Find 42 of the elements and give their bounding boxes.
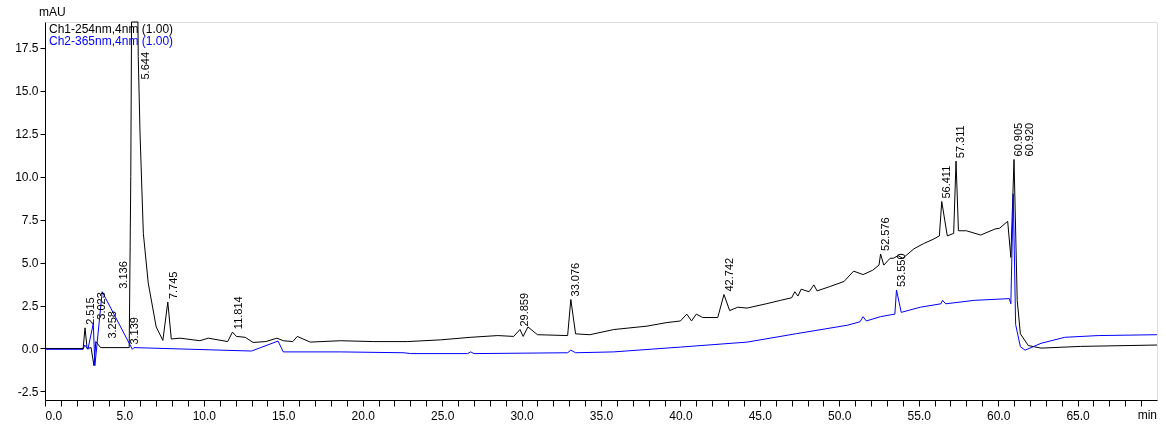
annotation: 7.745 <box>167 271 180 300</box>
x-tick-label: 45.0 <box>748 408 773 423</box>
y-tick-label: 5.0 <box>21 256 39 271</box>
annotation: 2.515 <box>83 297 96 325</box>
x-tick-label: 25.0 <box>430 408 455 423</box>
y-tick-label: 0.0 <box>21 341 39 356</box>
annotation: 53.550 <box>894 253 907 288</box>
x-tick-label: 65.0 <box>1066 408 1091 423</box>
x-tick-label: 50.0 <box>828 408 852 423</box>
x-axis-title: min <box>1137 408 1157 422</box>
annotation: 52.576 <box>879 217 892 251</box>
x-tick-label: 20.0 <box>351 408 376 423</box>
y-tick-label: -2.5 <box>17 384 39 399</box>
annotation: 3.023 <box>94 292 107 320</box>
y-tick-label: 10.0 <box>15 170 39 185</box>
x-tick-label: 30.0 <box>510 408 535 423</box>
y-tick-label: 12.5 <box>15 127 39 142</box>
x-tick-label: 40.0 <box>669 408 693 423</box>
annotation: 57.311 <box>954 125 967 159</box>
y-tick-label: 15.0 <box>15 84 39 99</box>
y-tick-label: 7.5 <box>21 213 39 228</box>
annotation: 33.076 <box>569 262 582 297</box>
y-tick-label: 2.5 <box>21 299 39 313</box>
annotation: 5.644 <box>138 52 151 80</box>
x-tick-label: 10.0 <box>192 408 217 423</box>
annotation: 60.905 <box>1011 122 1024 157</box>
annotation: 11.814 <box>231 296 244 330</box>
annotation: 3.258 <box>105 311 118 339</box>
annotation: 56.411 <box>940 165 953 199</box>
x-tick-label: 55.0 <box>907 408 932 423</box>
annotation: 3.136 <box>116 261 129 289</box>
y-axis-title: mAU <box>39 5 66 19</box>
x-tick-label: 15.0 <box>272 408 296 423</box>
annotation: 60.920 <box>1022 122 1035 157</box>
x-tick-label: 5.0 <box>116 408 134 423</box>
y-tick-label: 17.5 <box>15 41 39 56</box>
x-tick-label: 60.0 <box>986 408 1011 423</box>
annotation: 42.742 <box>722 257 735 292</box>
annotation: 29.859 <box>518 292 531 327</box>
x-tick-label: 0.0 <box>45 408 63 423</box>
x-tick-label: 35.0 <box>589 408 614 423</box>
annotation: 3.139 <box>127 317 140 345</box>
